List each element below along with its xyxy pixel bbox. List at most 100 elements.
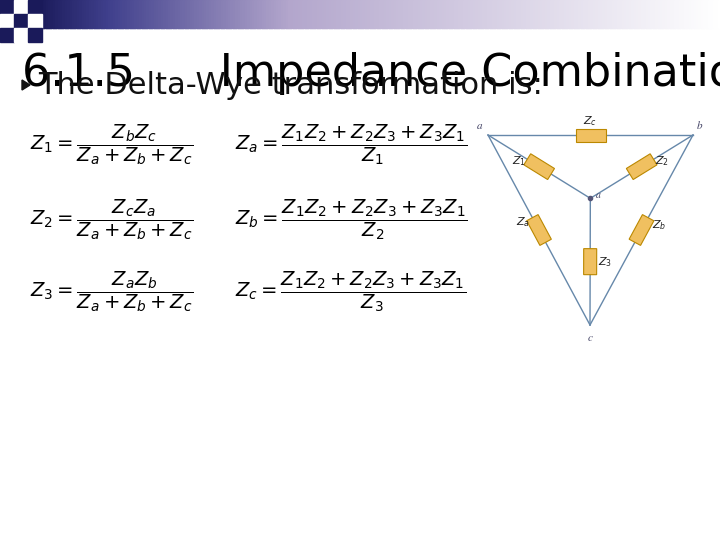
Bar bbox=[492, 0, 495, 28]
Bar bbox=[312, 0, 315, 28]
Bar bbox=[233, 0, 236, 28]
Bar bbox=[137, 0, 140, 28]
Bar bbox=[480, 0, 483, 28]
Bar bbox=[374, 0, 378, 28]
Bar bbox=[396, 0, 400, 28]
Bar bbox=[281, 0, 284, 28]
Text: $Z_b = \dfrac{Z_1 Z_2 + Z_2 Z_3 + Z_3 Z_1}{Z_2}$: $Z_b = \dfrac{Z_1 Z_2 + Z_2 Z_3 + Z_3 Z_… bbox=[235, 198, 467, 242]
Bar bbox=[144, 0, 148, 28]
Bar bbox=[274, 0, 277, 28]
Bar bbox=[576, 0, 580, 28]
Bar bbox=[53, 0, 56, 28]
Bar bbox=[518, 0, 522, 28]
Bar bbox=[686, 0, 690, 28]
Bar bbox=[531, 0, 534, 28]
Bar bbox=[290, 0, 294, 28]
Bar bbox=[362, 0, 366, 28]
Bar bbox=[369, 0, 373, 28]
Bar bbox=[74, 0, 78, 28]
Bar bbox=[487, 0, 490, 28]
Bar bbox=[65, 0, 68, 28]
Bar bbox=[247, 0, 251, 28]
Bar bbox=[617, 0, 620, 28]
Bar bbox=[214, 0, 217, 28]
Bar bbox=[0, 0, 4, 28]
Bar bbox=[279, 0, 282, 28]
Bar bbox=[430, 0, 433, 28]
Bar bbox=[552, 0, 555, 28]
Bar bbox=[50, 0, 54, 28]
Bar bbox=[631, 0, 634, 28]
Bar bbox=[387, 0, 390, 28]
Bar bbox=[446, 0, 450, 28]
Bar bbox=[415, 0, 418, 28]
Bar bbox=[135, 0, 138, 28]
Text: The Delta-Wye transformation is:: The Delta-Wye transformation is: bbox=[38, 71, 543, 99]
Bar bbox=[163, 0, 166, 28]
Bar bbox=[612, 0, 616, 28]
Bar bbox=[295, 0, 299, 28]
Text: $Z_c = \dfrac{Z_1 Z_2 + Z_2 Z_3 + Z_3 Z_1}{Z_3}$: $Z_c = \dfrac{Z_1 Z_2 + Z_2 Z_3 + Z_3 Z_… bbox=[235, 269, 467, 314]
Bar bbox=[29, 0, 32, 28]
Bar bbox=[300, 0, 303, 28]
Bar bbox=[238, 0, 241, 28]
Bar bbox=[384, 0, 387, 28]
Bar bbox=[317, 0, 320, 28]
Bar bbox=[142, 0, 145, 28]
Bar bbox=[276, 0, 279, 28]
Bar bbox=[5, 0, 8, 28]
Bar bbox=[254, 0, 258, 28]
Bar bbox=[158, 0, 162, 28]
Bar bbox=[326, 0, 330, 28]
Bar bbox=[55, 0, 58, 28]
Bar bbox=[490, 0, 493, 28]
Bar bbox=[106, 0, 109, 28]
Bar bbox=[528, 0, 531, 28]
Bar bbox=[477, 0, 481, 28]
Bar bbox=[691, 0, 695, 28]
Bar bbox=[0, 28, 14, 42]
Bar bbox=[459, 0, 462, 28]
Bar bbox=[439, 0, 443, 28]
Bar bbox=[297, 0, 301, 28]
Bar bbox=[250, 0, 253, 28]
Bar bbox=[466, 0, 469, 28]
Bar bbox=[79, 0, 83, 28]
Bar bbox=[605, 0, 608, 28]
Bar bbox=[684, 0, 688, 28]
Bar bbox=[584, 248, 597, 275]
Bar bbox=[701, 0, 704, 28]
Bar bbox=[571, 0, 575, 28]
Bar bbox=[394, 0, 397, 28]
Bar bbox=[77, 0, 80, 28]
Bar bbox=[636, 0, 639, 28]
Bar bbox=[235, 0, 238, 28]
Bar bbox=[672, 0, 675, 28]
Bar bbox=[639, 0, 642, 28]
Bar bbox=[650, 0, 654, 28]
Bar bbox=[101, 0, 104, 28]
Bar bbox=[420, 0, 423, 28]
Bar bbox=[91, 0, 94, 28]
Bar bbox=[211, 0, 215, 28]
Bar bbox=[585, 0, 589, 28]
Bar bbox=[130, 0, 133, 28]
Bar bbox=[132, 0, 135, 28]
Bar bbox=[230, 0, 234, 28]
Bar bbox=[365, 0, 368, 28]
Bar bbox=[45, 0, 49, 28]
Bar bbox=[161, 0, 164, 28]
Bar bbox=[607, 0, 611, 28]
Bar bbox=[468, 0, 472, 28]
Bar bbox=[557, 0, 560, 28]
Bar bbox=[403, 0, 407, 28]
Bar bbox=[629, 0, 632, 28]
Bar bbox=[127, 0, 130, 28]
Bar bbox=[171, 0, 174, 28]
Bar bbox=[153, 0, 157, 28]
Bar bbox=[218, 0, 222, 28]
Bar bbox=[194, 0, 198, 28]
Bar bbox=[223, 0, 227, 28]
Bar bbox=[43, 0, 47, 28]
Bar bbox=[423, 0, 426, 28]
